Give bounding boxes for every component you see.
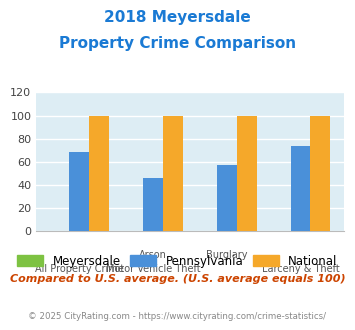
Text: Property Crime Comparison: Property Crime Comparison — [59, 36, 296, 51]
Text: 2018 Meyersdale: 2018 Meyersdale — [104, 10, 251, 25]
Bar — [237, 115, 257, 231]
Bar — [89, 115, 109, 231]
Bar — [217, 165, 237, 231]
Text: All Property Crime: All Property Crime — [35, 264, 124, 274]
Text: Arson: Arson — [139, 250, 167, 260]
Text: Compared to U.S. average. (U.S. average equals 100): Compared to U.S. average. (U.S. average … — [10, 274, 345, 284]
Legend: Meyersdale, Pennsylvania, National: Meyersdale, Pennsylvania, National — [12, 250, 343, 273]
Bar — [290, 146, 310, 231]
Bar — [310, 115, 330, 231]
Bar — [70, 152, 89, 231]
Text: Larceny & Theft: Larceny & Theft — [262, 264, 339, 274]
Text: © 2025 CityRating.com - https://www.cityrating.com/crime-statistics/: © 2025 CityRating.com - https://www.city… — [28, 312, 327, 321]
Bar — [163, 115, 183, 231]
Text: Burglary: Burglary — [206, 250, 247, 260]
Text: Motor Vehicle Theft: Motor Vehicle Theft — [106, 264, 200, 274]
Bar — [143, 178, 163, 231]
